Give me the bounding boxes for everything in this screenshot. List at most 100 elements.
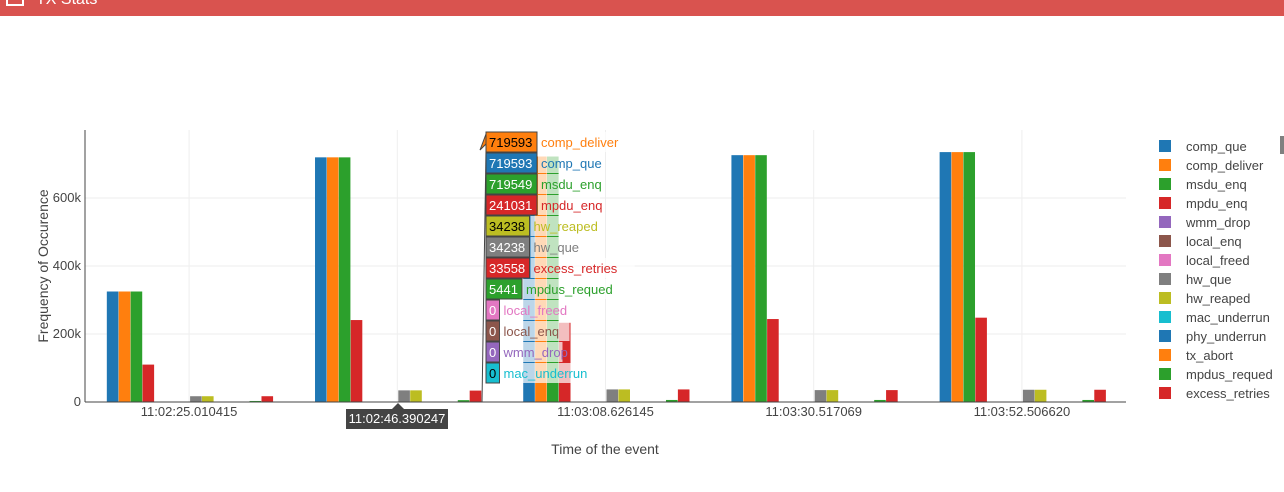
legend-item-hw_que[interactable]: hw_que (1159, 272, 1232, 287)
hover-name-bg (538, 132, 628, 152)
bar-hw_reaped[interactable] (201, 396, 214, 402)
bar-hw_que[interactable] (814, 390, 827, 402)
bar-mpdu_enq[interactable] (767, 319, 779, 402)
bar-mpdu_enq[interactable] (975, 317, 987, 402)
bar-excess_retries[interactable] (261, 396, 274, 402)
bar-mpdu_enq[interactable] (142, 364, 155, 402)
hover-value: 719593 (489, 156, 532, 171)
hover-name-bg (538, 195, 600, 215)
x-tick-label: 11:03:30.517069 (765, 404, 862, 419)
hover-value: 0 (489, 366, 496, 381)
hover-value: 5441 (489, 282, 518, 297)
x-hover-arrow (392, 403, 404, 409)
y-axis-title: Frequency of Occurence (35, 189, 51, 343)
bar-comp_deliver[interactable] (326, 157, 339, 402)
bar-mpdu_enq[interactable] (558, 322, 571, 402)
legend-item-excess_retries[interactable]: excess_retries (1159, 386, 1270, 401)
legend-item-wmm_drop[interactable]: wmm_drop (1159, 215, 1250, 230)
legend-label: comp_deliver (1186, 158, 1264, 173)
y-tick-label: 200k (53, 326, 82, 341)
bar-mpdus_requed[interactable] (665, 399, 678, 402)
legend-item-comp_que[interactable]: comp_que (1159, 139, 1247, 154)
legend-item-tx_abort[interactable]: tx_abort (1159, 348, 1233, 363)
legend-item-mac_underrun[interactable]: mac_underrun (1159, 310, 1270, 325)
hover-value: 719593 (489, 135, 532, 150)
bar-mpdus_requed[interactable] (457, 400, 470, 402)
legend-item-phy_underrun[interactable]: phy_underrun (1159, 329, 1266, 344)
hover-label-excess_retries: 33558 excess_retries (485, 257, 635, 279)
bar-msdu_enq[interactable] (755, 155, 767, 402)
hover-name: wmm_drop (503, 345, 568, 360)
hover-label-hw_que: 34238 hw_que (485, 236, 580, 258)
bar-hw_reaped[interactable] (410, 390, 422, 402)
x-hover-label: 11:02:46.390247 (346, 403, 448, 429)
bar-hw_que[interactable] (606, 389, 619, 402)
legend-label: phy_underrun (1186, 329, 1266, 344)
bar-mpdus_requed[interactable] (249, 400, 262, 402)
hover-value-box (485, 236, 530, 258)
hover-value: 34238 (489, 240, 525, 255)
x-tick-label: 11:03:52.506620 (974, 404, 1071, 419)
legend-swatch (1159, 216, 1171, 228)
hover-name: mpdu_enq (541, 198, 602, 213)
x-tick-label: 11:02:25.010415 (141, 404, 238, 419)
bar-excess_retries[interactable] (677, 389, 690, 402)
bar-excess_retries[interactable] (469, 390, 482, 402)
y-tick-label: 400k (53, 258, 82, 273)
bar-hw_reaped[interactable] (618, 389, 630, 402)
bar-comp_que[interactable] (106, 291, 119, 403)
hover-name-bg (500, 363, 591, 383)
bar-hw_que[interactable] (398, 390, 410, 402)
bar-msdu_enq[interactable] (338, 157, 351, 402)
legend-item-msdu_enq[interactable]: msdu_enq (1159, 177, 1247, 192)
hover-name: local_freed (504, 303, 568, 318)
legend-swatch (1159, 330, 1171, 342)
hover-value-box (485, 341, 500, 363)
hover-connector (481, 149, 487, 403)
legend-item-mpdus_requed[interactable]: mpdus_requed (1159, 367, 1273, 382)
bar-comp_deliver[interactable] (118, 291, 131, 403)
bar-hw_que[interactable] (190, 396, 202, 402)
hover-name-bg (500, 300, 584, 320)
legend: comp_que comp_deliver msdu_enq mpdu_enq wmm_… (1159, 139, 1273, 401)
hover-name: comp_que (541, 156, 602, 171)
hover-label-local_freed: 0 local_freed (485, 299, 584, 321)
hover-name: excess_retries (534, 261, 618, 276)
bar-excess_retries[interactable] (886, 390, 898, 402)
hover-label-local_enq: 0 local_enq (485, 320, 570, 342)
legend-label: hw_que (1186, 272, 1232, 287)
hover-name: hw_que (534, 240, 580, 255)
bar-mpdus_requed[interactable] (874, 399, 886, 402)
bar-mpdus_requed[interactable] (1082, 399, 1094, 402)
hover-value-box (485, 194, 538, 216)
bar-msdu_enq[interactable] (130, 291, 143, 403)
bar-comp_que[interactable] (939, 152, 952, 402)
legend-swatch (1159, 368, 1171, 380)
x-tick-label: 11:03:08.626145 (557, 404, 654, 419)
legend-scrollbar[interactable] (1280, 136, 1284, 154)
legend-item-comp_deliver[interactable]: comp_deliver (1159, 158, 1264, 173)
bar-comp_que[interactable] (315, 157, 327, 402)
bar-comp_deliver[interactable] (951, 152, 964, 402)
legend-item-local_enq[interactable]: local_enq (1159, 234, 1242, 249)
bar-hw_reaped[interactable] (1034, 389, 1047, 402)
hover-name-bg (538, 153, 600, 173)
legend-item-local_freed[interactable]: local_freed (1159, 253, 1250, 268)
hover-name: local_enq (504, 324, 560, 339)
legend-item-hw_reaped[interactable]: hw_reaped (1159, 291, 1250, 306)
bar-mpdu_enq[interactable] (350, 320, 363, 402)
legend-label: wmm_drop (1185, 215, 1250, 230)
bar-hw_que[interactable] (1022, 389, 1035, 402)
bar-excess_retries[interactable] (1094, 389, 1106, 402)
bar-comp_que[interactable] (731, 155, 744, 402)
legend-item-mpdu_enq[interactable]: mpdu_enq (1159, 196, 1247, 211)
x-axis-title: Time of the event (551, 441, 659, 457)
hover-name-bg (530, 237, 579, 257)
bar-msdu_enq[interactable] (963, 152, 976, 402)
bar-comp_deliver[interactable] (743, 155, 755, 402)
hover-value-box (485, 278, 523, 300)
bar-hw_reaped[interactable] (826, 390, 839, 402)
legend-label: mpdus_requed (1186, 367, 1273, 382)
legend-label: comp_que (1186, 139, 1247, 154)
legend-swatch (1159, 387, 1171, 399)
